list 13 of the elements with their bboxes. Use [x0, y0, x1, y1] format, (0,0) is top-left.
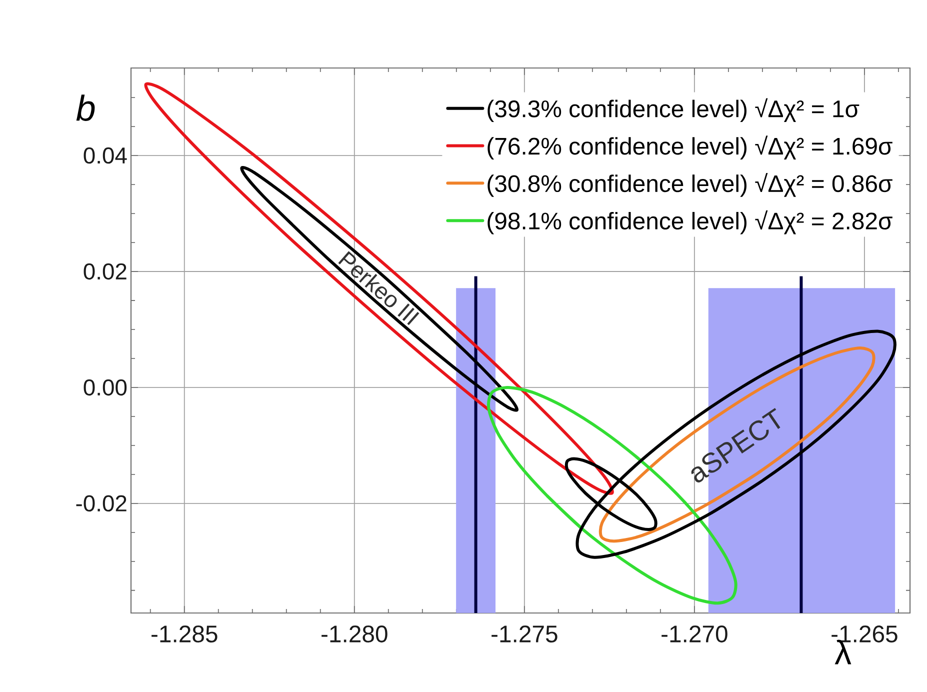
legend-label: (30.8% confidence level) √Δχ² = 0.86σ: [488, 172, 892, 197]
legend-label: (39.3% confidence level) √Δχ² = 1σ: [488, 98, 860, 122]
y-tick-label: -0.02: [76, 495, 126, 512]
x-tick-label: -1.270: [662, 626, 728, 642]
y-tick-label: 0.00: [84, 379, 127, 396]
x-tick-label: -1.275: [492, 626, 558, 642]
y-tick-label: 0.02: [84, 263, 126, 280]
legend-label: (98.1% confidence level) √Δχ² = 2.82σ: [488, 210, 892, 234]
y-axis-title: b: [76, 94, 95, 121]
legend-label: (76.2% confidence level) √Δχ² = 1.69σ: [488, 136, 892, 160]
y-tick-label: 0.04: [84, 147, 127, 164]
x-tick-label: -1.285: [152, 626, 218, 642]
x-tick-label: -1.280: [322, 626, 388, 642]
